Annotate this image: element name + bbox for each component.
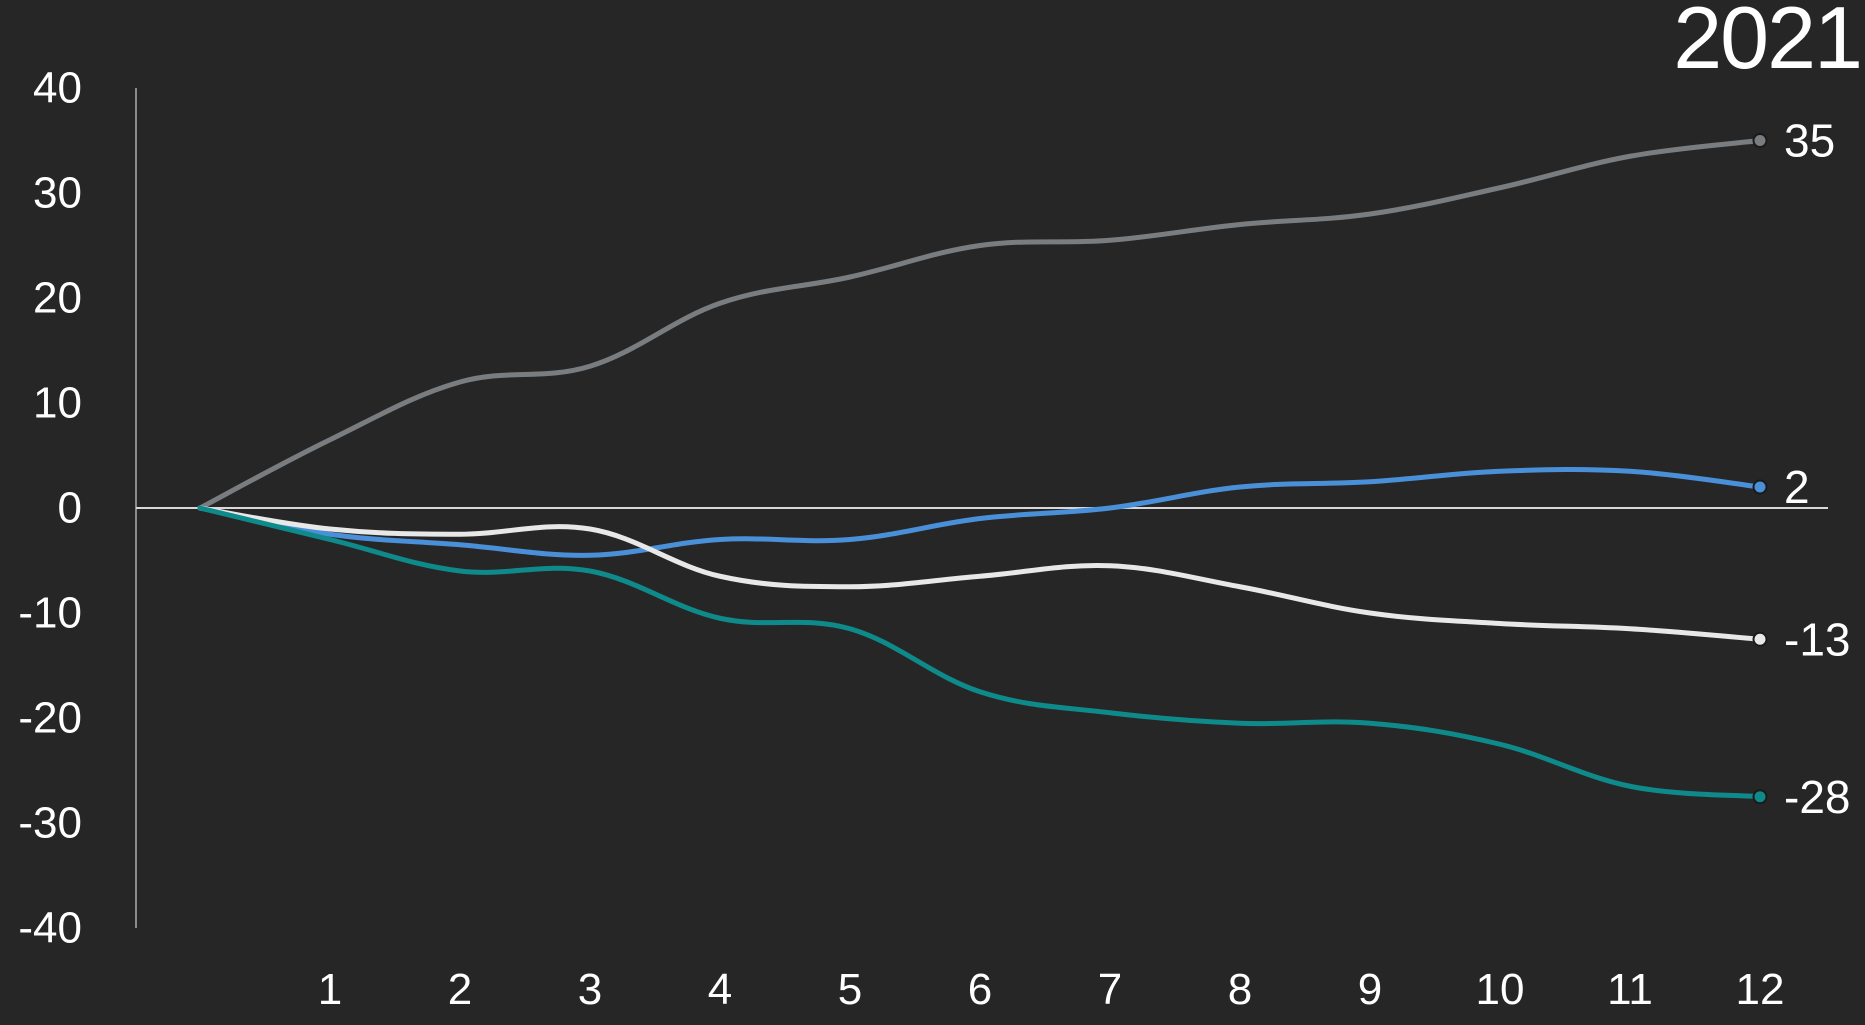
series-end-marker-3 [1752,789,1768,805]
series-line-0 [197,138,1763,511]
y-tick-label: -20 [18,694,82,743]
series-line-2 [197,505,1763,642]
x-tick-label: 2 [448,965,472,1014]
y-tick-label: -10 [18,589,82,638]
x-tick-label: 6 [968,965,992,1014]
x-tick-label: 10 [1476,965,1525,1014]
x-tick-label: 12 [1736,965,1785,1014]
series-end-label-1: 2 [1784,461,1810,513]
y-tick-label: 0 [58,484,82,533]
x-tick-label: 4 [708,965,732,1014]
x-tick-label: 1 [318,965,342,1014]
series-line-1 [197,466,1763,558]
axes [135,88,1828,928]
series-end-marker-1 [1752,479,1768,495]
series-line-3 [197,505,1763,800]
x-tick-label: 5 [838,965,862,1014]
series-end-label-2: -13 [1784,613,1850,665]
chart-title: 2021 [1673,0,1863,87]
x-tick-label: 3 [578,965,602,1014]
series-endpoints: 35 2 -13 -28 [1752,115,1850,823]
y-tick-label: 30 [33,169,82,218]
y-tick-label: 40 [33,64,82,113]
x-tick-label: 7 [1098,965,1122,1014]
y-tick-label: 20 [33,274,82,323]
series-end-marker-0 [1752,133,1768,148]
y-tick-label: -30 [18,799,82,848]
x-axis-ticks: 1 2 3 4 5 6 7 8 9 10 11 12 [318,965,1785,1014]
x-tick-label: 9 [1358,965,1382,1014]
series-lines [197,138,1763,800]
series-end-marker-2 [1752,631,1768,647]
y-tick-label: 10 [33,379,82,428]
x-tick-label: 11 [1607,965,1653,1014]
x-tick-label: 8 [1228,965,1252,1014]
y-axis-ticks: 40 30 20 10 0 -10 -20 -30 -40 [18,64,82,953]
series-end-label-3: -28 [1784,771,1850,823]
y-tick-label: -40 [18,904,82,953]
series-end-label-0: 35 [1784,115,1835,167]
